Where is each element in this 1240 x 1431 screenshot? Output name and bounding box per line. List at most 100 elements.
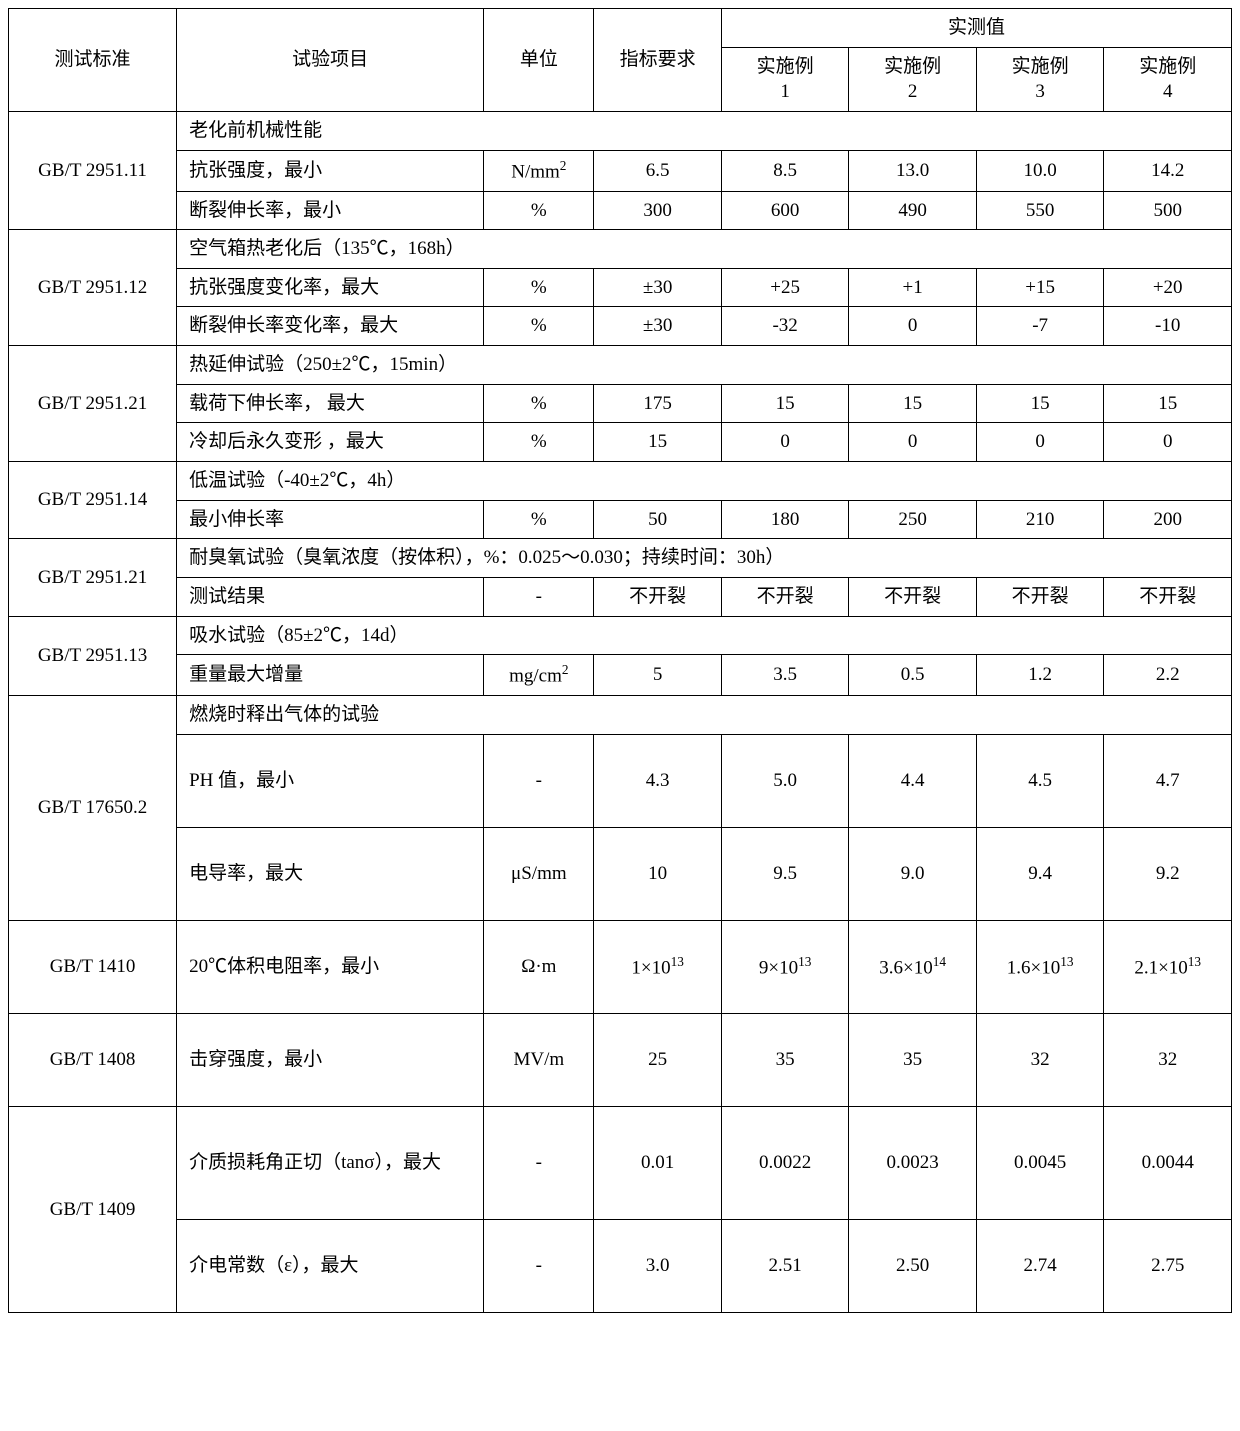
val-cell: 不开裂 [721,577,849,616]
val-cell: 15 [849,384,977,423]
section-cell: 低温试验（-40±2℃，4h） [177,462,1232,501]
val-cell: 9.4 [976,827,1104,920]
table-row: 测试结果 - 不开裂 不开裂 不开裂 不开裂 不开裂 [9,577,1232,616]
hdr-ex2: 实施例2 [849,47,977,111]
val-cell: 4.5 [976,734,1104,827]
val-cell: 不开裂 [849,577,977,616]
val-cell: 2.50 [849,1219,977,1312]
val-cell: 4.7 [1104,734,1232,827]
req-cell: 25 [594,1013,722,1106]
unit-cell: μS/mm [484,827,594,920]
table-row: GB/T 1409 介质损耗角正切（tanσ），最大 - 0.01 0.0022… [9,1106,1232,1219]
req-cell: 15 [594,423,722,462]
table-row: GB/T 1408 击穿强度，最小 MV/m 25 35 35 32 32 [9,1013,1232,1106]
val-cell: 32 [976,1013,1104,1106]
hdr-measured: 实测值 [721,9,1231,48]
table-row: GB/T 2951.11 老化前机械性能 [9,111,1232,150]
val-cell: 500 [1104,191,1232,230]
table-row: GB/T 2951.21 热延伸试验（250±2℃，15min） [9,346,1232,385]
item-cell: 抗张强度，最小 [177,150,484,191]
section-cell: 热延伸试验（250±2℃，15min） [177,346,1232,385]
val-cell: 180 [721,500,849,539]
item-cell: PH 值，最小 [177,734,484,827]
std-cell: GB/T 2951.21 [9,346,177,462]
table-row: 抗张强度变化率，最大 % ±30 +25 +1 +15 +20 [9,268,1232,307]
val-cell: -10 [1104,307,1232,346]
item-cell: 介电常数（ε），最大 [177,1219,484,1312]
std-cell: GB/T 17650.2 [9,696,177,921]
hdr-ex1: 实施例1 [721,47,849,111]
val-cell: -32 [721,307,849,346]
spec-table: 测试标准 试验项目 单位 指标要求 实测值 实施例1 实施例2 实施例3 实施例… [8,8,1232,1313]
section-cell: 空气箱热老化后（135℃，168h） [177,230,1232,269]
val-cell: 0.0022 [721,1106,849,1219]
val-cell: 9.0 [849,827,977,920]
val-cell: 14.2 [1104,150,1232,191]
item-cell: 击穿强度，最小 [177,1013,484,1106]
val-cell: +25 [721,268,849,307]
val-cell: 490 [849,191,977,230]
val-cell: 0 [1104,423,1232,462]
item-cell: 载荷下伸长率， 最大 [177,384,484,423]
hdr-std: 测试标准 [9,9,177,112]
val-cell: 3.6×1014 [849,920,977,1013]
std-cell: GB/T 2951.12 [9,230,177,346]
val-cell: 10.0 [976,150,1104,191]
req-cell: 3.0 [594,1219,722,1312]
std-cell: GB/T 1409 [9,1106,177,1312]
table-row: 介电常数（ε），最大 - 3.0 2.51 2.50 2.74 2.75 [9,1219,1232,1312]
val-cell: +20 [1104,268,1232,307]
table-header-row: 测试标准 试验项目 单位 指标要求 实测值 [9,9,1232,48]
table-row: 电导率，最大 μS/mm 10 9.5 9.0 9.4 9.2 [9,827,1232,920]
unit-cell: % [484,500,594,539]
val-cell: 1.2 [976,655,1104,696]
item-cell: 最小伸长率 [177,500,484,539]
item-cell: 介质损耗角正切（tanσ），最大 [177,1106,484,1219]
val-cell: 2.75 [1104,1219,1232,1312]
val-cell: 0.5 [849,655,977,696]
val-cell: 4.4 [849,734,977,827]
item-cell: 20℃体积电阻率，最小 [177,920,484,1013]
section-cell: 耐臭氧试验（臭氧浓度（按体积），%：0.025～0.030；持续时间：30h） [177,539,1232,578]
val-cell: 35 [849,1013,977,1106]
item-cell: 电导率，最大 [177,827,484,920]
hdr-ex3: 实施例3 [976,47,1104,111]
val-cell: 600 [721,191,849,230]
table-row: 重量最大增量 mg/cm2 5 3.5 0.5 1.2 2.2 [9,655,1232,696]
val-cell: 0 [849,307,977,346]
val-cell: 不开裂 [1104,577,1232,616]
val-cell: 3.5 [721,655,849,696]
req-cell: 不开裂 [594,577,722,616]
item-cell: 重量最大增量 [177,655,484,696]
unit-cell: N/mm2 [484,150,594,191]
section-cell: 吸水试验（85±2℃，14d） [177,616,1232,655]
val-cell: 15 [1104,384,1232,423]
val-cell: 200 [1104,500,1232,539]
item-cell: 冷却后永久变形 ，最大 [177,423,484,462]
req-cell: 5 [594,655,722,696]
section-cell: 燃烧时释出气体的试验 [177,696,1232,735]
table-row: GB/T 2951.21 耐臭氧试验（臭氧浓度（按体积），%：0.025～0.0… [9,539,1232,578]
table-row: PH 值，最小 - 4.3 5.0 4.4 4.5 4.7 [9,734,1232,827]
table-row: GB/T 2951.12 空气箱热老化后（135℃，168h） [9,230,1232,269]
val-cell: 32 [1104,1013,1232,1106]
val-cell: 8.5 [721,150,849,191]
std-cell: GB/T 1410 [9,920,177,1013]
val-cell: 不开裂 [976,577,1104,616]
val-cell: 9×1013 [721,920,849,1013]
unit-cell: % [484,384,594,423]
std-cell: GB/T 2951.13 [9,616,177,696]
val-cell: 15 [976,384,1104,423]
unit-cell: - [484,577,594,616]
table-row: 抗张强度，最小 N/mm2 6.5 8.5 13.0 10.0 14.2 [9,150,1232,191]
val-cell: 210 [976,500,1104,539]
std-cell: GB/T 2951.11 [9,111,177,229]
table-row: 最小伸长率 % 50 180 250 210 200 [9,500,1232,539]
req-cell: 300 [594,191,722,230]
val-cell: 35 [721,1013,849,1106]
req-cell: 50 [594,500,722,539]
val-cell: 2.1×1013 [1104,920,1232,1013]
table-row: 冷却后永久变形 ，最大 % 15 0 0 0 0 [9,423,1232,462]
hdr-ex4: 实施例4 [1104,47,1232,111]
std-cell: GB/T 2951.14 [9,462,177,539]
